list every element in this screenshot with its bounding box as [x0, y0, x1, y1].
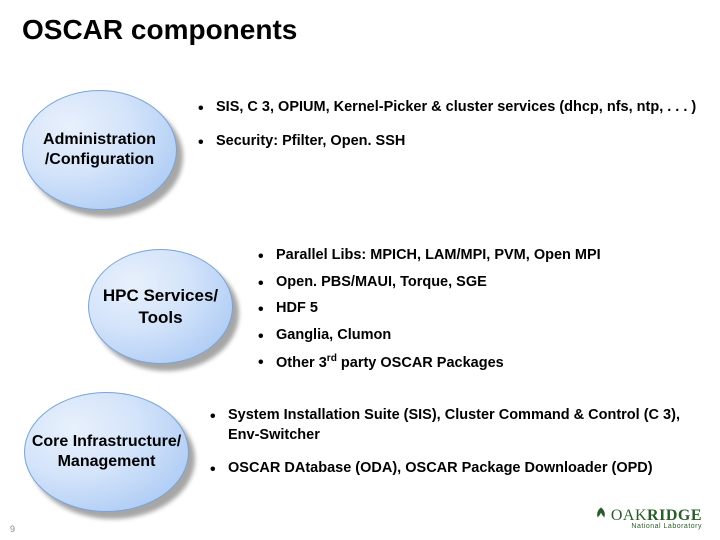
bullets-hpc: Parallel Libs: MPICH, LAM/MPI, PVM, Open…	[258, 246, 708, 381]
page-number: 9	[10, 524, 15, 534]
bullets-admin: SIS, C 3, OPIUM, Kernel-Picker & cluster…	[198, 98, 698, 165]
bullet-item: Open. PBS/MAUI, Torque, SGE	[258, 273, 708, 293]
ellipse-admin: Administration /Configuration	[22, 90, 177, 210]
bullet-item: Other 3rd party OSCAR Packages	[258, 352, 708, 373]
ellipse-admin-label: Administration /Configuration	[23, 130, 176, 170]
logo-ridge: RIDGE	[647, 507, 702, 524]
slide-body: Administration /Configuration SIS, C 3, …	[0, 54, 720, 494]
leaf-icon	[593, 506, 609, 522]
bullets-core: System Installation Suite (SIS), Cluster…	[210, 406, 700, 493]
bullet-item: OSCAR DAtabase (ODA), OSCAR Package Down…	[210, 459, 700, 479]
slide-title: OSCAR components	[0, 0, 720, 46]
bullet-item: Security: Pfilter, Open. SSH	[198, 132, 698, 152]
bullet-item: Parallel Libs: MPICH, LAM/MPI, PVM, Open…	[258, 246, 708, 266]
ellipse-hpc-label: HPC Services/ Tools	[89, 285, 232, 328]
logo-oak: OAK	[611, 507, 647, 524]
ellipse-hpc: HPC Services/ Tools	[88, 249, 233, 364]
ellipse-core: Core Infrastructure/ Management	[24, 392, 189, 512]
bullet-item: SIS, C 3, OPIUM, Kernel-Picker & cluster…	[198, 98, 698, 118]
ellipse-core-label: Core Infrastructure/ Management	[25, 432, 188, 472]
bullet-item: Ganglia, Clumon	[258, 326, 708, 346]
oakridge-logo: OAKRIDGE National Laboratory	[593, 506, 702, 530]
bullet-item: System Installation Suite (SIS), Cluster…	[210, 406, 700, 445]
bullet-item: HDF 5	[258, 299, 708, 319]
